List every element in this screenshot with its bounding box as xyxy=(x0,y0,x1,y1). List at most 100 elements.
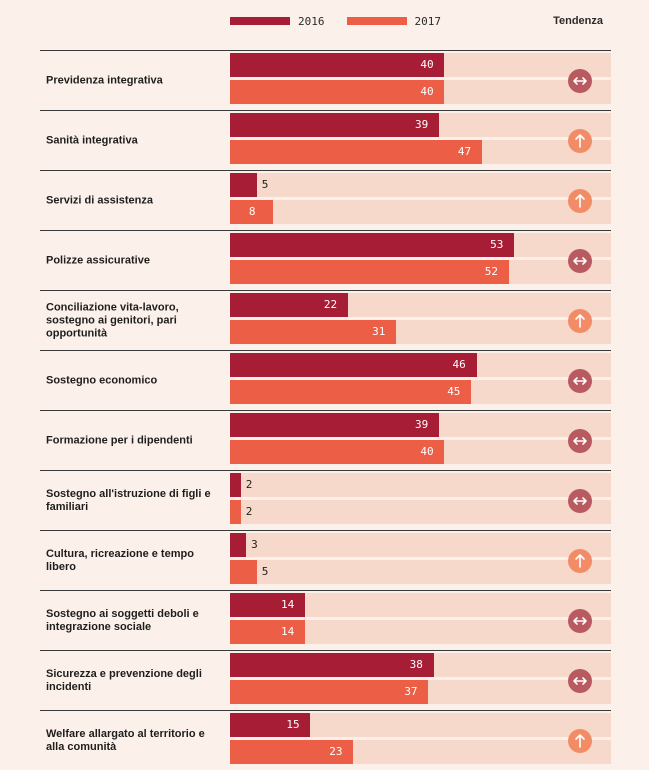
bar-2016 xyxy=(230,593,306,617)
trend-stable-indicator xyxy=(568,248,592,273)
category-label: Cultura, ricreazione e tempo libero xyxy=(46,547,194,573)
data-label-2017: 23 xyxy=(329,745,343,758)
bar-track: 47 xyxy=(230,140,611,164)
arrow-left-right-icon xyxy=(573,436,587,445)
bar-track: 40 xyxy=(230,53,611,77)
bar-2017 xyxy=(230,680,429,704)
bar-track: 22 xyxy=(230,293,611,317)
arrow-left-right-icon xyxy=(573,256,587,265)
bar-2016 xyxy=(230,413,440,437)
bar-2017 xyxy=(230,740,354,764)
trend-column-header: Tendenza xyxy=(553,15,603,27)
bar-2016 xyxy=(230,713,311,737)
chart-row: Sostegno all'istruzione di figli e famil… xyxy=(40,470,611,530)
chart-row: Previdenza integrativa 40 40 xyxy=(40,50,611,110)
data-label-2017: 2 xyxy=(245,505,253,518)
data-label-2016: 39 xyxy=(415,118,429,131)
data-label-2017: 52 xyxy=(484,265,498,278)
category-label: Sostegno all'istruzione di figli e famil… xyxy=(46,487,211,513)
bar-2017 xyxy=(230,320,397,344)
arrow-up-icon xyxy=(575,553,585,568)
bar-track: 31 xyxy=(230,320,611,344)
arrow-left-right-icon xyxy=(573,496,587,505)
chart-row: Sanità integrativa 39 47 xyxy=(40,110,611,170)
legend: 2016 2017 xyxy=(230,14,463,28)
bar-track: 5 xyxy=(230,173,611,197)
arrow-left-right-icon xyxy=(573,676,587,685)
bar-track: 39 xyxy=(230,113,611,137)
category-label: Previdenza integrativa xyxy=(46,74,163,86)
bar-track: 38 xyxy=(230,653,611,677)
trend-stable-indicator xyxy=(568,68,592,93)
data-label-2016: 5 xyxy=(261,178,269,191)
bar-track: 23 xyxy=(230,740,611,764)
data-label-2017: 40 xyxy=(420,445,434,458)
data-label-2017: 31 xyxy=(372,325,386,338)
bar-2016 xyxy=(230,293,348,317)
trend-up-indicator xyxy=(568,188,592,213)
bar-chart: Previdenza integrativa 40 40 Sanità integra… xyxy=(40,50,611,770)
bar-track: 3 xyxy=(230,533,611,557)
arrow-up-icon xyxy=(575,733,585,748)
bar-2017 xyxy=(230,380,472,404)
chart-row: Sostegno ai soggetti deboli e integrazio… xyxy=(40,590,611,650)
chart-row: Formazione per i dipendenti 39 40 xyxy=(40,410,611,470)
chart-row: Polizze assicurative 53 52 xyxy=(40,230,611,290)
data-label-2017: 40 xyxy=(420,85,434,98)
trend-stable-indicator xyxy=(568,668,592,693)
bar-track: 40 xyxy=(230,440,611,464)
bar-2016 xyxy=(230,353,477,377)
data-label-2016: 2 xyxy=(245,478,253,491)
trend-up-indicator xyxy=(568,728,592,753)
bar-2017 xyxy=(230,80,445,104)
arrow-left-right-icon xyxy=(573,616,587,625)
category-label: Sicurezza e prevenzione degli incidenti xyxy=(46,667,202,693)
data-label-2017: 5 xyxy=(261,565,269,578)
bar-2016 xyxy=(230,233,515,257)
bar-2017 xyxy=(230,620,306,644)
bar-2016 xyxy=(230,173,257,197)
bar-track: 53 xyxy=(230,233,611,257)
bar-track: 2 xyxy=(230,473,611,497)
bar-2016 xyxy=(230,653,434,677)
bar-2017 xyxy=(230,560,257,584)
data-label-2016: 15 xyxy=(286,718,300,731)
data-label-2016: 53 xyxy=(490,238,504,251)
chart-row: Servizi di assistenza 5 8 xyxy=(40,170,611,230)
bar-2017 xyxy=(230,140,482,164)
bar-2016 xyxy=(230,53,445,77)
trend-up-indicator xyxy=(568,548,592,573)
data-label-2017: 37 xyxy=(404,685,418,698)
arrow-left-right-icon xyxy=(573,376,587,385)
trend-stable-indicator xyxy=(568,428,592,453)
data-label-2017: 45 xyxy=(447,385,461,398)
bar-track: 46 xyxy=(230,353,611,377)
data-label-2016: 39 xyxy=(415,418,429,431)
category-label: Welfare allargato al territorio e alla c… xyxy=(46,727,205,753)
data-label-2016: 22 xyxy=(323,298,338,311)
category-label: Sostegno ai soggetti deboli e integrazio… xyxy=(46,607,199,633)
chart-row: Welfare allargato al territorio e alla c… xyxy=(40,710,611,770)
bar-2017 xyxy=(230,500,241,524)
bar-2017 xyxy=(230,200,273,224)
bar-2017 xyxy=(230,260,509,284)
chart-row: Sostegno economico 46 45 xyxy=(40,350,611,410)
category-label: Polizze assicurative xyxy=(46,254,150,266)
legend-swatch-2017 xyxy=(346,17,407,25)
data-label-2016: 38 xyxy=(409,658,423,671)
chart-row: Conciliazione vita-lavoro, sostegno ai g… xyxy=(40,290,611,350)
trend-stable-indicator xyxy=(568,368,592,393)
category-label: Conciliazione vita-lavoro, sostegno ai g… xyxy=(46,301,179,339)
trend-stable-indicator xyxy=(568,488,592,513)
bar-track: 15 xyxy=(230,713,611,737)
bar-track: 5 xyxy=(230,560,611,584)
bar-track: 40 xyxy=(230,80,611,104)
category-label: Servizi di assistenza xyxy=(46,194,153,206)
arrow-up-icon xyxy=(575,133,585,148)
legend-swatch-2016 xyxy=(230,17,290,25)
legend-label-2016: 2016 xyxy=(298,14,325,28)
bar-track: 39 xyxy=(230,413,611,437)
bar-track: 45 xyxy=(230,380,611,404)
bar-track: 52 xyxy=(230,260,611,284)
bar-2016 xyxy=(230,113,440,137)
